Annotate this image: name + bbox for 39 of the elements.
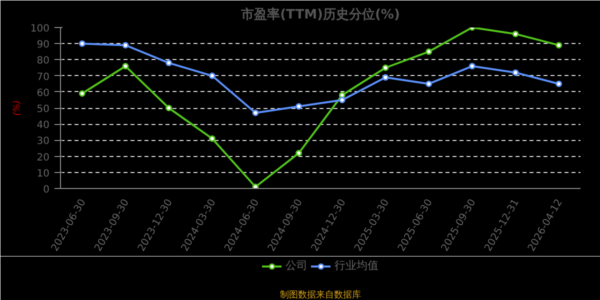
point <box>78 40 86 47</box>
y-tick-label: 80 <box>36 56 50 67</box>
text: 制图数据来自数据库 <box>280 290 361 300</box>
point <box>426 48 432 55</box>
point <box>426 80 432 88</box>
y-tick-label: 50 <box>36 104 50 115</box>
point <box>556 42 562 48</box>
point <box>338 92 346 98</box>
y-tick-label: 30 <box>36 136 50 148</box>
point <box>208 135 216 142</box>
y-tick-label: 90 <box>36 40 50 51</box>
point <box>208 72 216 80</box>
point <box>122 62 129 70</box>
point <box>166 104 172 112</box>
legend-label: 行业均值 <box>334 258 378 273</box>
y-tick-label: 70 <box>36 72 50 83</box>
point <box>252 110 259 116</box>
point <box>512 69 519 76</box>
legend-label: 公司 <box>286 258 308 273</box>
point <box>556 80 562 88</box>
point <box>122 42 129 48</box>
point <box>382 74 389 81</box>
point <box>338 96 346 104</box>
point <box>78 90 86 97</box>
point <box>296 103 302 110</box>
y-tick-label: 100 <box>30 24 50 34</box>
point <box>512 30 519 38</box>
point <box>468 62 476 70</box>
y-axis-title: (%) <box>12 100 22 116</box>
y-tick-label: 20 <box>36 152 50 164</box>
point <box>296 150 302 156</box>
chart-title: 市盈率(TTM)历史分位(%) <box>240 6 400 22</box>
point <box>166 60 172 66</box>
point <box>252 184 259 188</box>
y-tick-label: 60 <box>36 88 50 99</box>
point <box>382 64 389 71</box>
y-tick-label: 10 <box>36 168 50 180</box>
y-tick-label: 40 <box>36 120 50 132</box>
y-tick-label: 0 <box>43 184 50 196</box>
